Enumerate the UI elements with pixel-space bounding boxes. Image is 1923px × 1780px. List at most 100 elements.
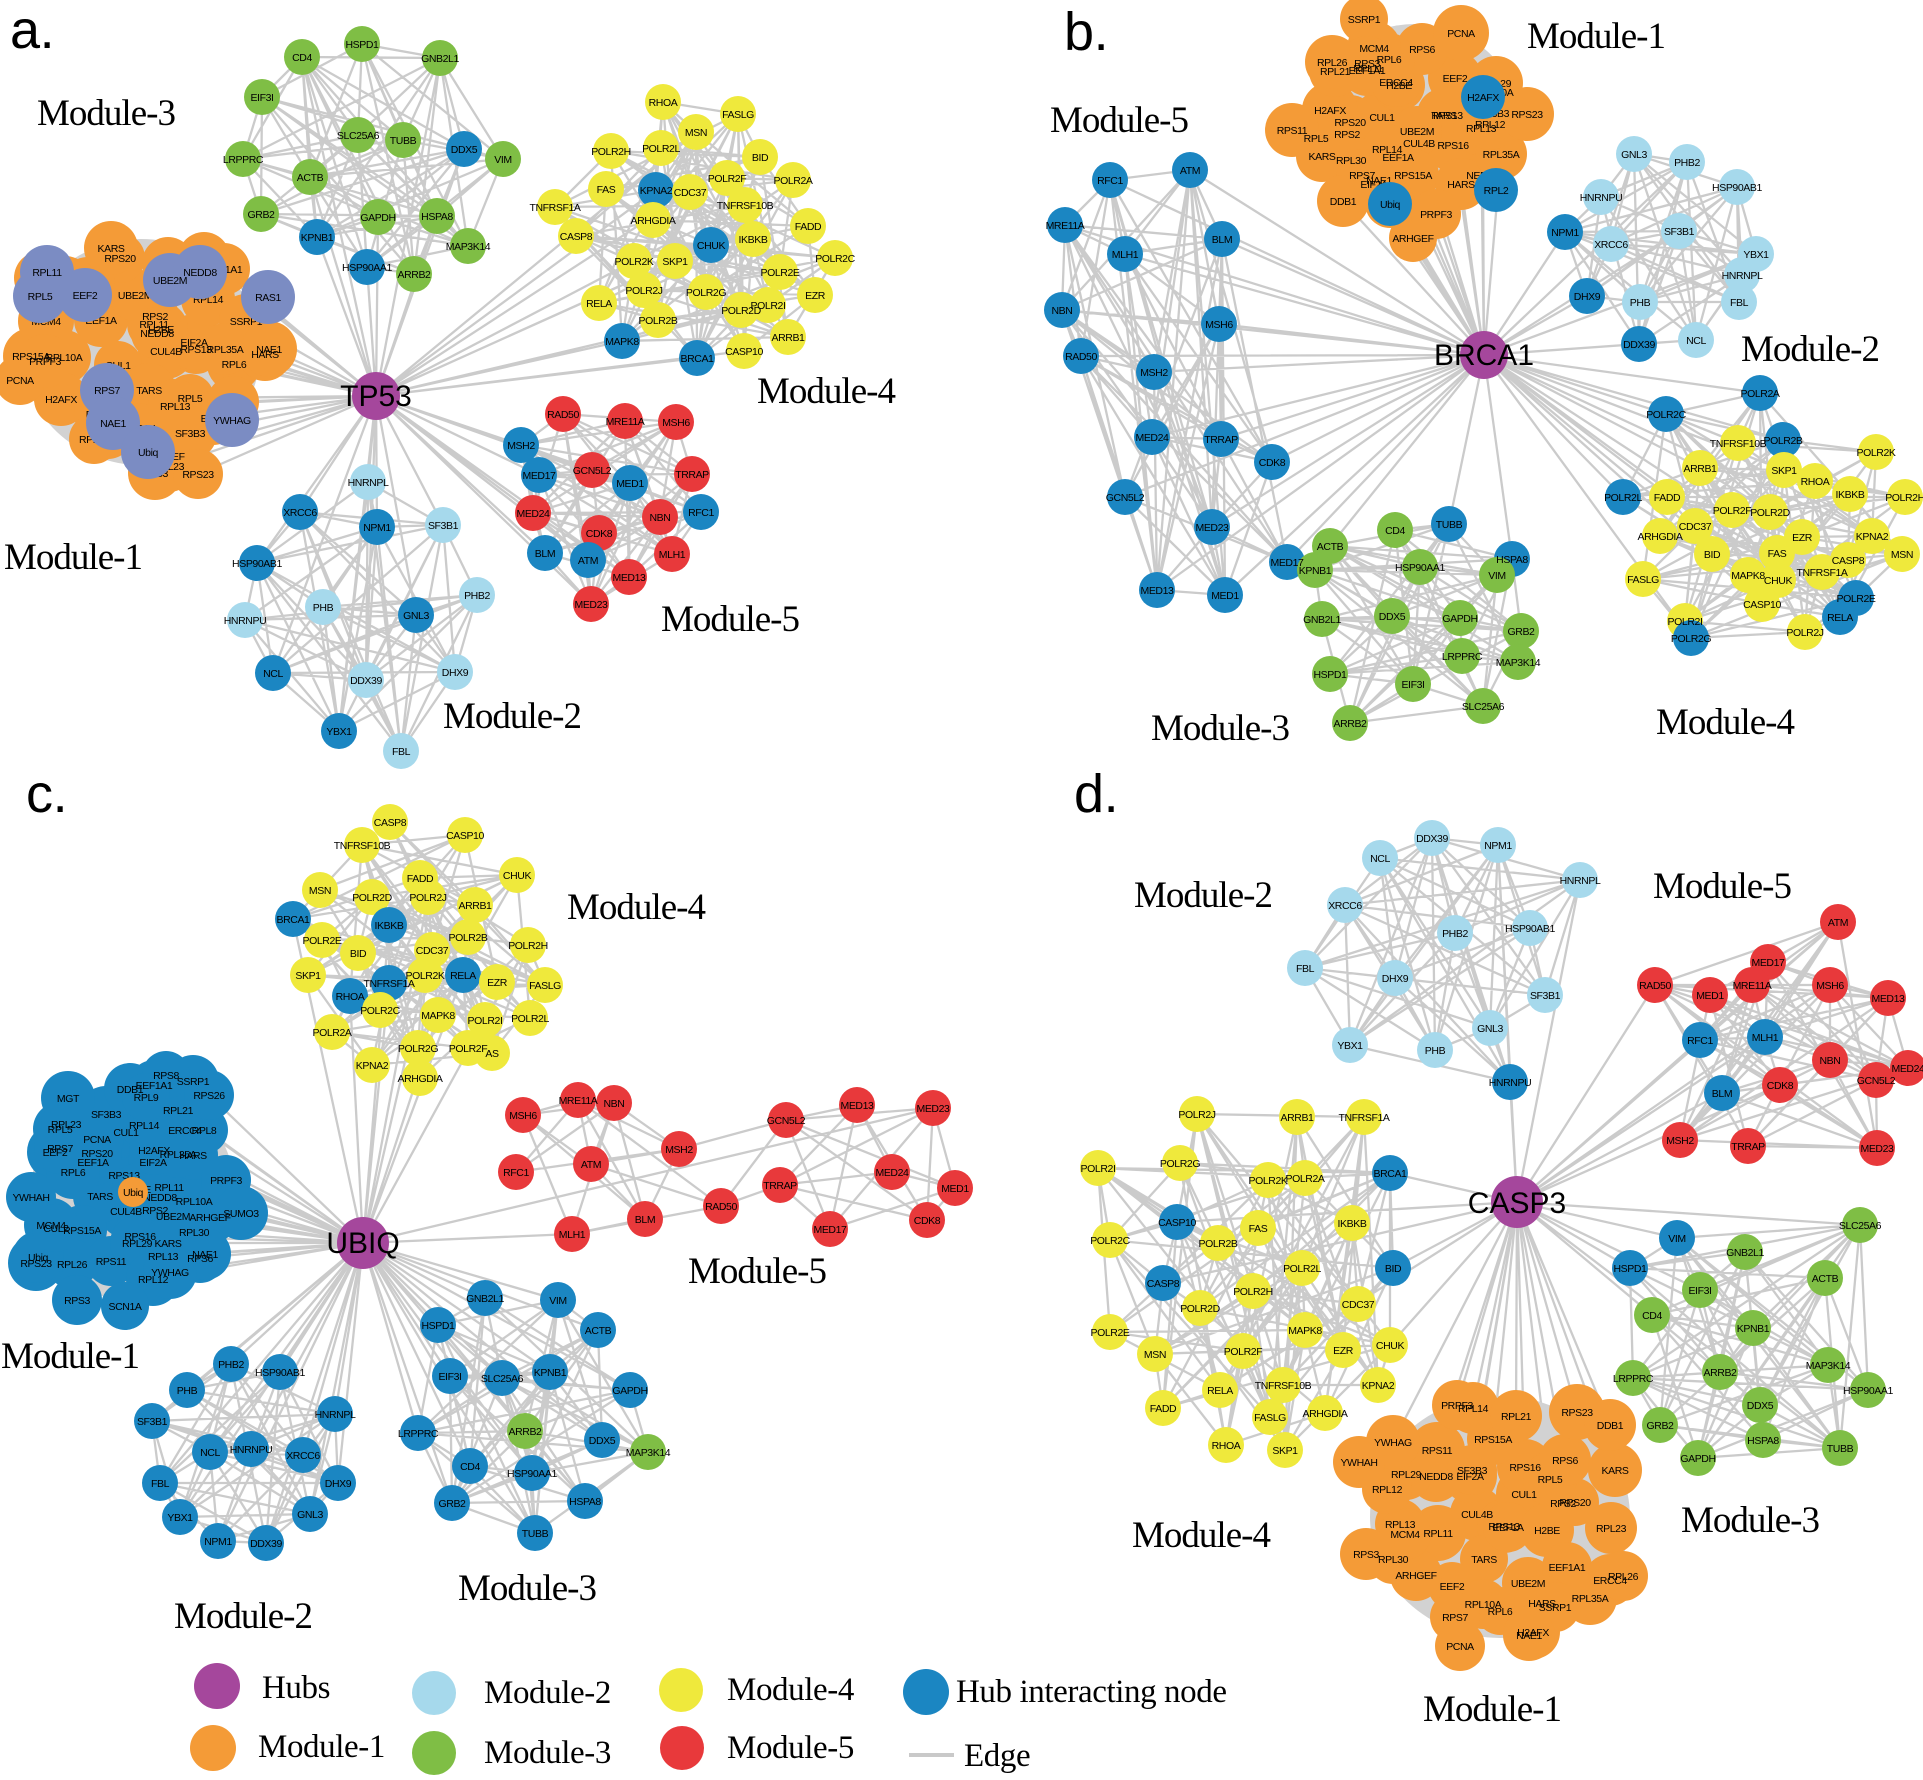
svg-text:NPM1: NPM1 [1551, 227, 1579, 239]
svg-text:Hub interacting node: Hub interacting node [956, 1674, 1227, 1710]
svg-text:SKP1: SKP1 [1272, 1445, 1298, 1457]
svg-text:NBN: NBN [604, 1098, 625, 1110]
svg-text:CHUK: CHUK [1376, 1340, 1405, 1352]
svg-text:MAP3K14: MAP3K14 [446, 241, 491, 253]
svg-text:RPL9: RPL9 [134, 1092, 159, 1104]
svg-text:RPL6: RPL6 [61, 1167, 86, 1179]
svg-text:MCM4: MCM4 [36, 1220, 66, 1232]
svg-text:HNRNPL: HNRNPL [1560, 875, 1601, 887]
svg-text:RPS3: RPS3 [64, 1295, 90, 1307]
svg-text:NBN: NBN [1052, 305, 1073, 317]
svg-text:TUBB: TUBB [1436, 519, 1463, 531]
svg-text:DDX5: DDX5 [451, 144, 478, 156]
svg-text:Ubiq: Ubiq [123, 1187, 144, 1199]
svg-text:DDB1: DDB1 [1330, 196, 1357, 208]
svg-text:TP53: TP53 [340, 380, 412, 413]
svg-text:NBN: NBN [650, 512, 671, 524]
svg-text:RELA: RELA [586, 298, 612, 310]
svg-text:XRCC6: XRCC6 [1328, 900, 1362, 912]
svg-text:RPL5: RPL5 [28, 291, 53, 303]
svg-text:YWHAG: YWHAG [213, 415, 251, 427]
svg-text:MSH2: MSH2 [1666, 1135, 1694, 1147]
svg-text:HARS: HARS [251, 349, 279, 361]
svg-text:Ubiq: Ubiq [138, 447, 159, 459]
svg-text:MED23: MED23 [574, 599, 608, 611]
svg-text:GCN5L2: GCN5L2 [1106, 492, 1145, 504]
svg-text:RFC1: RFC1 [503, 1167, 529, 1179]
svg-text:ERCC4: ERCC4 [1593, 1575, 1627, 1587]
svg-text:RELA: RELA [450, 970, 476, 982]
svg-text:SLC25A6: SLC25A6 [481, 1373, 524, 1385]
svg-text:Hubs: Hubs [262, 1670, 330, 1706]
svg-text:HSPA8: HSPA8 [569, 1496, 601, 1508]
svg-text:RPL6: RPL6 [1377, 54, 1402, 66]
svg-text:NAE1: NAE1 [100, 418, 126, 430]
svg-text:POLR2I: POLR2I [468, 1015, 503, 1027]
svg-text:MED1: MED1 [1696, 990, 1724, 1002]
svg-text:HSPD1: HSPD1 [1613, 1263, 1647, 1275]
svg-text:Module-2: Module-2 [1741, 329, 1879, 370]
svg-text:POLR2A: POLR2A [1285, 1173, 1324, 1185]
svg-text:EEF2: EEF2 [43, 1147, 68, 1159]
svg-text:SF3B3: SF3B3 [1457, 1465, 1488, 1477]
svg-text:Module-1: Module-1 [1527, 16, 1665, 57]
svg-text:PRPF3: PRPF3 [210, 1175, 242, 1187]
svg-text:CASP8: CASP8 [560, 231, 593, 243]
svg-text:UBE2M: UBE2M [1400, 126, 1434, 138]
svg-text:RPL14: RPL14 [1458, 1403, 1489, 1415]
svg-text:NPM1: NPM1 [204, 1536, 232, 1548]
svg-text:HSP90AA1: HSP90AA1 [342, 262, 392, 274]
svg-text:Module-5: Module-5 [661, 599, 799, 640]
svg-text:POLR2D: POLR2D [352, 892, 392, 904]
svg-text:ARRB1: ARRB1 [458, 900, 492, 912]
svg-text:RPS11: RPS11 [1422, 1445, 1453, 1457]
svg-text:TNFRSF10B: TNFRSF10B [334, 840, 391, 852]
svg-text:RPS3: RPS3 [1353, 1549, 1379, 1561]
svg-text:MSH6: MSH6 [1816, 980, 1844, 992]
svg-text:MED24: MED24 [1135, 432, 1169, 444]
svg-text:YBX1: YBX1 [1743, 249, 1769, 261]
svg-text:SF3B1: SF3B1 [137, 1416, 168, 1428]
svg-text:DDB1: DDB1 [117, 1084, 144, 1096]
svg-text:CD4: CD4 [292, 52, 312, 64]
svg-text:UBIQ: UBIQ [326, 1227, 399, 1260]
svg-text:RPL30: RPL30 [1378, 1554, 1409, 1566]
svg-text:ATM: ATM [1180, 165, 1200, 177]
svg-text:MED24: MED24 [875, 1167, 909, 1179]
svg-text:AS: AS [485, 1048, 499, 1060]
svg-text:POLR2F: POLR2F [708, 173, 746, 185]
svg-text:HSPA8: HSPA8 [1747, 1435, 1779, 1447]
svg-text:FASLG: FASLG [529, 980, 561, 992]
svg-text:TRRAP: TRRAP [1204, 434, 1238, 446]
svg-text:RPL11: RPL11 [139, 319, 169, 331]
svg-text:EZR: EZR [805, 290, 826, 302]
svg-text:Module-3: Module-3 [484, 1735, 611, 1771]
svg-text:MED1: MED1 [616, 478, 644, 490]
svg-text:NAE1: NAE1 [192, 1249, 218, 1261]
svg-text:ARHGDIA: ARHGDIA [630, 215, 675, 227]
svg-text:GAPDH: GAPDH [612, 1385, 647, 1397]
svg-text:HSPD1: HSPD1 [1313, 669, 1347, 681]
svg-text:MSH2: MSH2 [1140, 367, 1168, 379]
svg-text:EEF2: EEF2 [1443, 73, 1468, 85]
svg-text:CASP8: CASP8 [1147, 1278, 1180, 1290]
svg-text:CDK8: CDK8 [1767, 1080, 1794, 1092]
svg-text:POLR2J: POLR2J [625, 285, 662, 297]
svg-text:YWHAG: YWHAG [151, 1267, 189, 1279]
svg-text:MSH2: MSH2 [507, 440, 535, 452]
svg-text:RPS2: RPS2 [1550, 1498, 1576, 1510]
svg-text:TNFRSF1A: TNFRSF1A [529, 202, 580, 214]
svg-text:HNRNPU: HNRNPU [1489, 1077, 1532, 1089]
svg-text:CDC37: CDC37 [1342, 1299, 1375, 1311]
svg-text:FASLG: FASLG [722, 109, 754, 121]
svg-text:CUL4B: CUL4B [1403, 138, 1435, 150]
svg-text:POLR2H: POLR2H [508, 940, 548, 952]
svg-text:c.: c. [26, 764, 67, 824]
svg-text:VIM: VIM [494, 154, 511, 166]
svg-text:POLR2A: POLR2A [312, 1027, 351, 1039]
svg-text:YWHAH: YWHAH [12, 1192, 49, 1204]
svg-text:GAPDH: GAPDH [1680, 1453, 1715, 1465]
svg-text:RAD50: RAD50 [1065, 351, 1097, 363]
svg-text:POLR2J: POLR2J [409, 892, 446, 904]
svg-text:MAP3K14: MAP3K14 [1496, 657, 1541, 669]
